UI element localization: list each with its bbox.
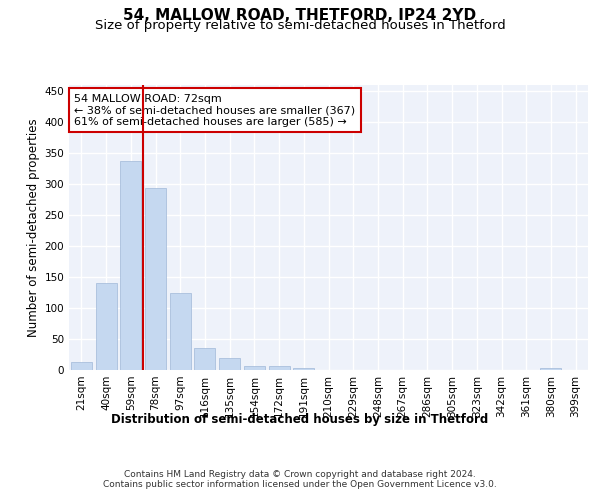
Bar	[244, 366, 265, 370]
Bar	[541, 368, 562, 370]
Text: Contains HM Land Registry data © Crown copyright and database right 2024.
Contai: Contains HM Land Registry data © Crown c…	[103, 470, 497, 490]
Bar	[269, 366, 290, 370]
Text: Size of property relative to semi-detached houses in Thetford: Size of property relative to semi-detach…	[95, 19, 505, 32]
Bar	[145, 188, 166, 370]
Text: 54 MALLOW ROAD: 72sqm
← 38% of semi-detached houses are smaller (367)
61% of sem: 54 MALLOW ROAD: 72sqm ← 38% of semi-deta…	[74, 94, 355, 126]
Bar	[120, 161, 141, 370]
Text: Distribution of semi-detached houses by size in Thetford: Distribution of semi-detached houses by …	[112, 412, 488, 426]
Bar	[194, 348, 215, 370]
Bar	[219, 358, 240, 370]
Bar	[95, 284, 116, 370]
Bar	[71, 362, 92, 370]
Bar	[293, 368, 314, 370]
Y-axis label: Number of semi-detached properties: Number of semi-detached properties	[27, 118, 40, 337]
Bar	[170, 293, 191, 370]
Text: 54, MALLOW ROAD, THETFORD, IP24 2YD: 54, MALLOW ROAD, THETFORD, IP24 2YD	[124, 8, 476, 22]
